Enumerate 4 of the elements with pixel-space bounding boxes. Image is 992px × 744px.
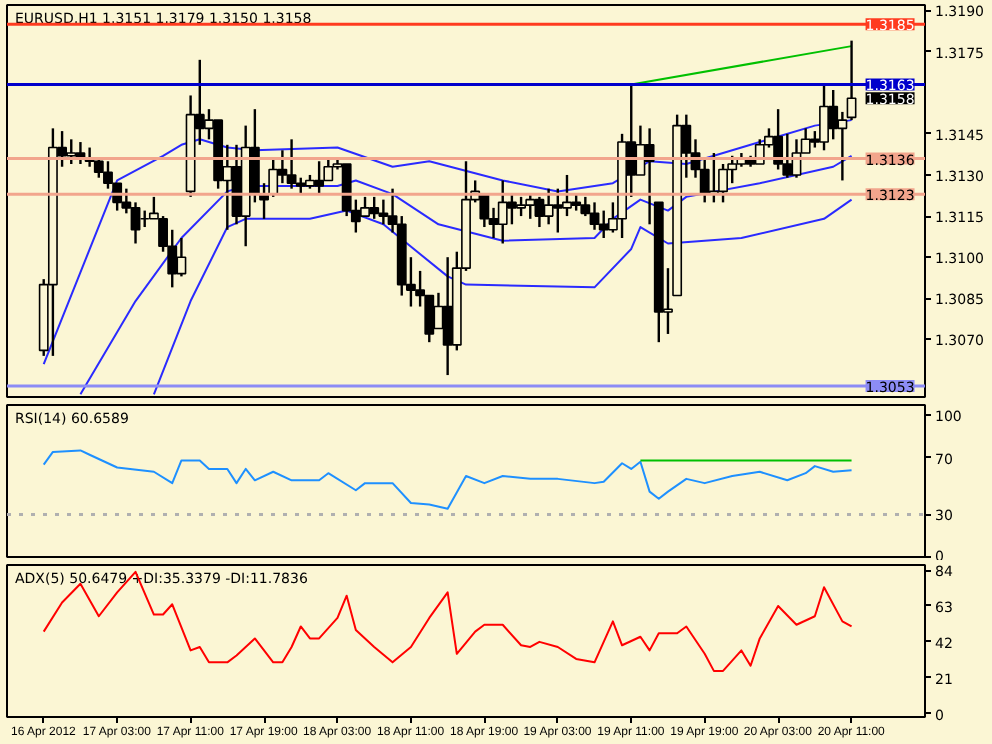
line-series	[42, 449, 853, 510]
line-series	[152, 198, 853, 396]
line-series	[79, 154, 853, 396]
candlestick	[543, 187, 554, 226]
